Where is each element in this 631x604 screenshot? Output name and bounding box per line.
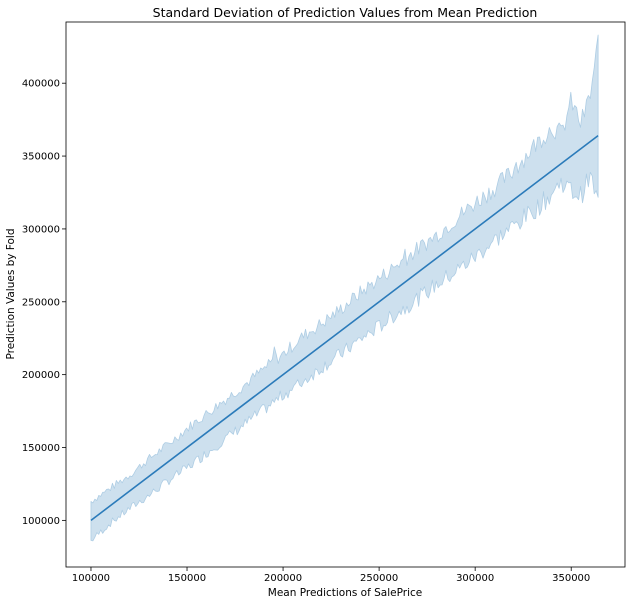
y-tick-label: 250000 bbox=[22, 297, 60, 308]
y-tick-label: 150000 bbox=[22, 443, 60, 454]
y-tick-label: 200000 bbox=[22, 370, 60, 381]
std-band bbox=[90, 34, 599, 542]
y-tick-label: 400000 bbox=[22, 79, 60, 90]
y-tick-label: 300000 bbox=[22, 224, 60, 235]
x-axis-ticks: 100000 150000 200000 250000 300000 350000 bbox=[72, 567, 590, 584]
x-tick-label: 350000 bbox=[552, 573, 590, 584]
x-axis-label: Mean Predictions of SalePrice bbox=[268, 587, 422, 599]
y-tick-label: 350000 bbox=[22, 152, 60, 163]
x-tick-label: 200000 bbox=[264, 573, 302, 584]
x-tick-label: 150000 bbox=[168, 573, 206, 584]
y-axis-ticks: 100000 150000 200000 250000 300000 350000 4000… bbox=[22, 79, 66, 527]
mean-line-layer bbox=[90, 135, 599, 522]
chart-title: Standard Deviation of Prediction Values … bbox=[153, 5, 538, 20]
y-tick-label: 100000 bbox=[22, 516, 60, 527]
y-axis-label: Prediction Values by Fold bbox=[5, 228, 17, 359]
x-tick-label: 300000 bbox=[456, 573, 494, 584]
x-tick-label: 100000 bbox=[72, 573, 110, 584]
plot-frame bbox=[65, 21, 626, 568]
mean-line bbox=[90, 135, 599, 522]
std-band-layer bbox=[90, 34, 599, 542]
x-tick-label: 250000 bbox=[360, 573, 398, 584]
